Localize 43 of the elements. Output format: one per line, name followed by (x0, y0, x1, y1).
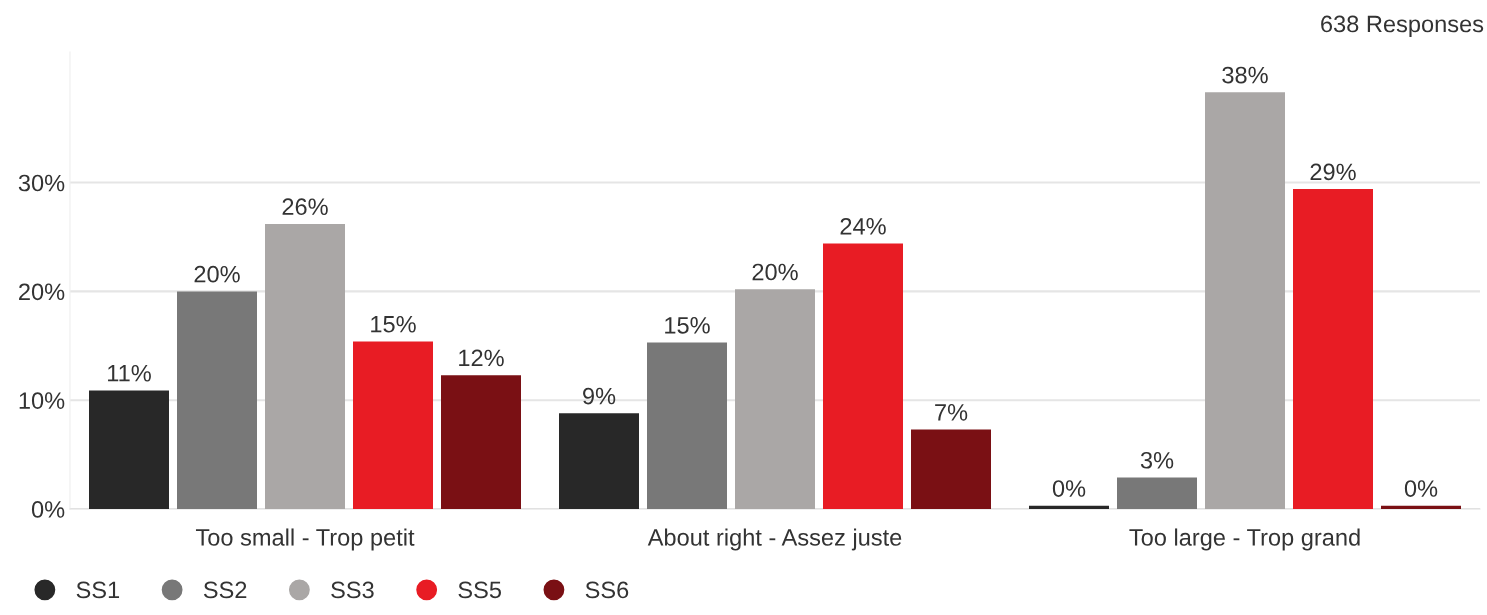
bar (735, 289, 815, 509)
bar (559, 413, 639, 509)
data-label: 26% (282, 198, 328, 216)
bar (1205, 92, 1285, 509)
x-tick-label: About right - Assez juste (647, 528, 902, 551)
y-tick-label: 30% (18, 174, 65, 192)
data-label: 9% (583, 387, 616, 405)
x-tick-label: Too large - Trop grand (1129, 528, 1360, 551)
x-tick-label: Too small - Trop petit (195, 528, 415, 551)
bar (177, 291, 257, 509)
data-label: 38% (1222, 66, 1268, 84)
y-tick-label: 10% (19, 392, 65, 409)
bar (1381, 505, 1461, 509)
data-label: 29% (1310, 163, 1356, 181)
data-label: 11% (108, 364, 151, 382)
data-label: 15% (665, 317, 710, 334)
legend-label: SS5 (458, 581, 501, 599)
data-label: 0% (1404, 480, 1438, 497)
text: 638 Responses (1321, 15, 1484, 38)
bar (265, 223, 345, 509)
bar (823, 243, 903, 509)
bar (1029, 505, 1109, 509)
y-tick-label: 20% (19, 283, 65, 301)
bar (353, 341, 433, 509)
legend-label: SS1 (76, 581, 120, 599)
data-label: 20% (194, 265, 240, 283)
data-label: 7% (935, 404, 968, 421)
y-tick-label: 0% (31, 501, 65, 518)
legend-label: SS3 (331, 581, 374, 599)
bar (441, 375, 521, 509)
bar (911, 429, 991, 509)
bar (89, 390, 169, 509)
bar (1117, 477, 1197, 509)
data-label: 15% (371, 315, 416, 333)
data-label: 12% (459, 349, 504, 367)
bar (1293, 189, 1373, 509)
data-label: 0% (1052, 480, 1086, 497)
data-label: 20% (752, 263, 798, 281)
data-label: 24% (840, 217, 886, 235)
data-label: 3% (1140, 451, 1174, 469)
bar (647, 342, 727, 509)
legend-label: SS6 (585, 581, 629, 599)
legend-label: SS2 (203, 581, 247, 599)
